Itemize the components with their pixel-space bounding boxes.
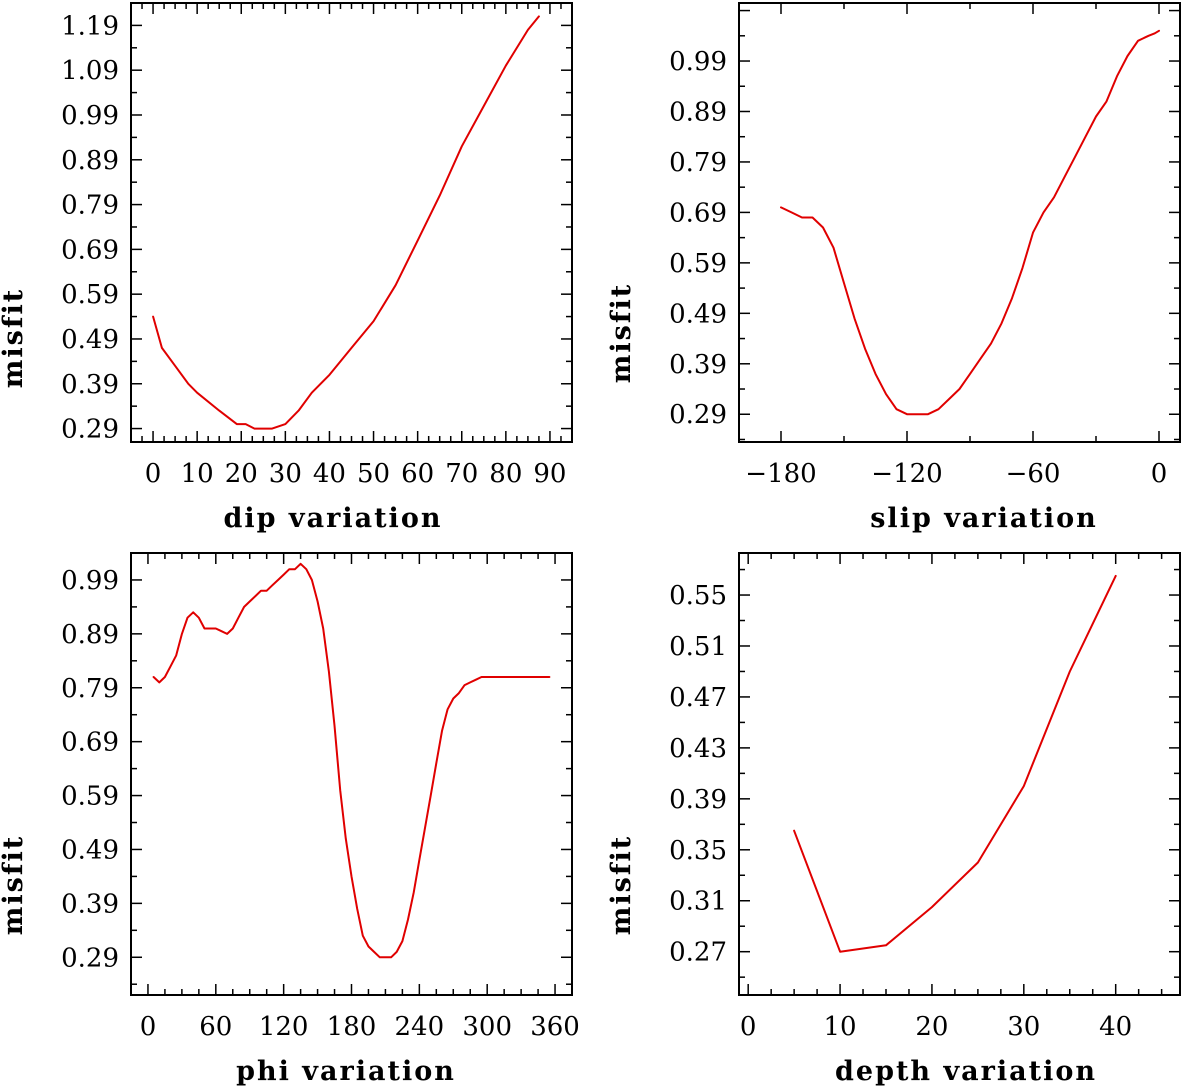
y-tick-label: 0.49 [669,299,727,329]
x-tick-label: 40 [313,459,346,489]
phi-ticks [130,553,573,995]
y-tick-label: 0.29 [61,415,119,445]
phi-x-tick-labels: 0 60 120 180 240 300 360 [140,1012,580,1042]
x-tick-label: 20 [915,1012,948,1042]
x-tick-label: 10 [181,459,214,489]
y-tick-label: 0.27 [669,938,727,968]
dip-y-tick-labels: 0.29 0.39 0.49 0.59 0.69 0.79 0.89 0.99 1.09 1.19 [61,11,119,444]
y-tick-label: 0.39 [61,889,119,919]
y-tick-label: 0.69 [61,728,119,758]
slip-ticks [739,3,1180,442]
x-tick-label: 120 [259,1012,309,1042]
x-tick-label: 240 [395,1012,445,1042]
slip-plot-frame [738,2,1181,443]
y-tick-label: 0.79 [669,148,727,178]
y-tick-label: 0.43 [669,734,727,764]
panel-phi-variation: 0 60 120 180 240 300 360 0.290.390.490.590.690… [0,552,580,1086]
y-tick-label: 0.99 [669,47,727,77]
phi-plot-frame [130,552,573,996]
x-tick-label: 0 [145,459,162,489]
y-tick-label: 0.69 [669,198,727,228]
y-tick-label: 0.59 [669,249,727,279]
x-tick-label: 60 [401,459,434,489]
x-tick-label: 30 [269,459,302,489]
depth-y-tick-labels: 0.27 0.31 0.35 0.39 0.43 0.47 0.51 0.55 [669,581,727,968]
y-tick-label: 1.09 [61,56,119,86]
slip-x-tick-labels: −180 −120 −60 0 [745,459,1167,489]
y-tick-label: 0.49 [61,835,119,865]
dip-ticks [130,3,573,442]
y-tick-label: 1.19 [61,11,119,41]
phi-y-axis-label: misfit [0,835,29,935]
y-tick-label: 0.79 [61,191,119,221]
slip-y-tick-labels: 0.29 0.39 0.49 0.59 0.69 0.79 0.89 0.99 [669,47,727,430]
depth-x-axis-label: depth variation [835,1056,1097,1086]
x-tick-label: 60 [199,1012,232,1042]
x-tick-label: 50 [357,459,390,489]
y-tick-label: 0.89 [669,97,727,127]
depth-misfit-line [793,574,1117,953]
dip-y-axis-label: misfit [0,288,29,388]
y-tick-label: 0.39 [61,370,119,400]
y-tick-label: 0.59 [61,280,119,310]
x-tick-label: 300 [462,1012,512,1042]
depth-x-tick-labels: 0 10 20 30 40 [740,1012,1132,1042]
x-tick-label: 0 [140,1012,157,1042]
y-tick-label: 0.69 [61,235,119,265]
x-tick-label: −180 [745,459,816,489]
x-tick-label: 40 [1099,1012,1132,1042]
x-tick-label: 70 [445,459,478,489]
dip-x-axis-label: dip variation [224,503,443,534]
y-tick-label: 0.99 [61,566,119,596]
x-tick-label: 10 [824,1012,857,1042]
y-tick-label: 0.35 [669,836,727,866]
dip-x-tick-labels: 0 10 20 30 40 50 60 70 80 90 [145,459,567,489]
depth-y-axis-label: misfit [606,835,637,935]
y-tick-label: 0.29 [669,400,727,430]
depth-ticks [739,553,1180,995]
y-tick-label: 0.79 [61,674,119,704]
x-tick-label: 0 [1151,459,1168,489]
phi-y-tick-labels: 0.29 0.39 0.49 0.59 0.69 0.79 0.89 0.99 [61,566,119,973]
y-tick-label: 0.39 [669,785,727,815]
slip-misfit-line [780,29,1160,416]
x-tick-label: 360 [530,1012,580,1042]
y-tick-label: 0.51 [669,632,727,662]
phi-x-axis-label: phi variation [236,1056,456,1086]
phi-misfit-line [152,562,551,959]
y-tick-label: 0.39 [669,350,727,380]
y-tick-label: 0.89 [61,620,119,650]
depth-plot-frame [738,552,1181,996]
x-tick-label: −60 [1006,459,1061,489]
dip-misfit-line [152,15,540,430]
y-tick-label: 0.49 [61,325,119,355]
dip-plot-frame [130,2,573,443]
y-tick-label: 0.59 [61,782,119,812]
y-tick-label: 0.99 [61,101,119,131]
y-tick-label: 0.47 [669,683,727,713]
panel-depth-variation: 0 10 20 30 40 0.270.310.350.390.430.470.510.… [606,552,1181,1086]
x-tick-label: 90 [533,459,566,489]
x-tick-label: 20 [225,459,258,489]
x-tick-label: 80 [489,459,522,489]
x-tick-label: 30 [1007,1012,1040,1042]
y-tick-label: 0.55 [669,581,727,611]
x-tick-label: −120 [871,459,942,489]
y-tick-label: 0.31 [669,887,727,917]
x-tick-label: 0 [740,1012,757,1042]
slip-y-axis-label: misfit [606,283,637,383]
slip-x-axis-label: slip variation [870,503,1098,534]
y-tick-label: 0.89 [61,146,119,176]
panel-dip-variation: 0 10 20 30 40 50 60 70 80 90 0.29 0.39 0.49 0.59 0.69… [0,2,573,534]
y-tick-label: 0.29 [61,943,119,973]
x-tick-label: 180 [327,1012,377,1042]
panel-slip-variation: −180 −120 −60 0 0.29 0.39 0.49 0.59 0.69 0.79 0.8… [606,2,1181,534]
